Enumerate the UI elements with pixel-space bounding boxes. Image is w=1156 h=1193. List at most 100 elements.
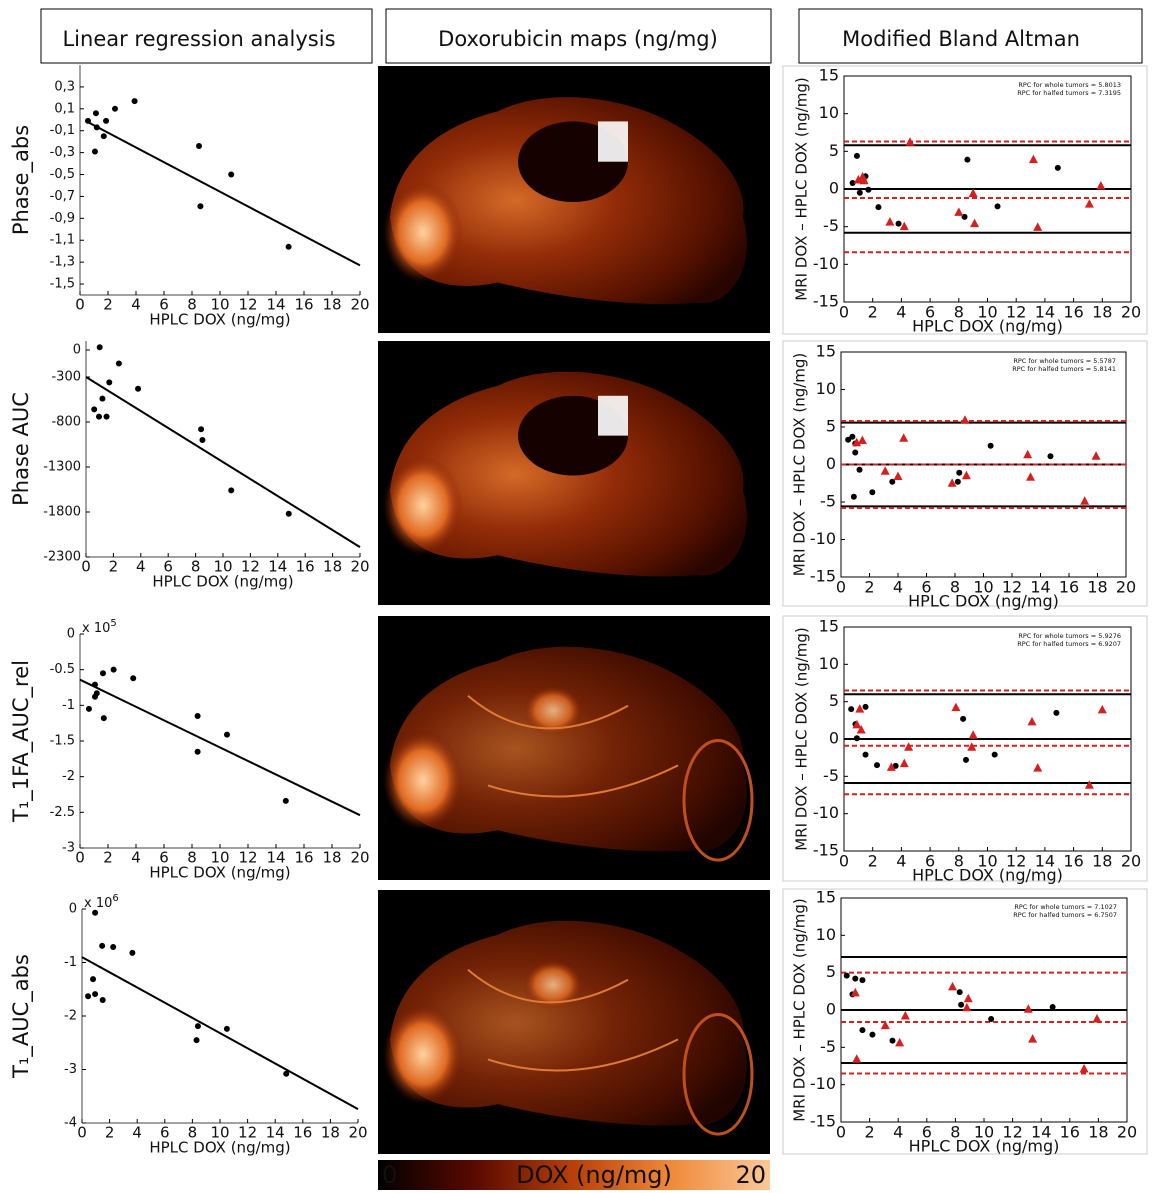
x-tick-label: 10 — [210, 296, 229, 314]
data-point — [850, 493, 857, 500]
data-point — [228, 171, 235, 178]
x-tick-label: 4 — [896, 303, 906, 322]
x-tick-label: 18 — [1088, 1123, 1108, 1142]
data-point — [899, 433, 909, 442]
data-point — [1054, 164, 1061, 171]
data-point — [892, 762, 899, 769]
data-point — [852, 1054, 862, 1063]
data-point — [963, 993, 973, 1003]
data-point — [129, 949, 136, 956]
x-tick-label: 4 — [131, 296, 141, 314]
x-tick-label: 14 — [266, 1124, 285, 1142]
x-axis-label: HPLC DOX (ng/mg) — [912, 317, 1063, 336]
y-tick-label: -15 — [813, 292, 839, 311]
x-tick-label: 16 — [1059, 578, 1079, 597]
x-tick-label: 0 — [75, 296, 85, 314]
x-tick-label: 8 — [950, 1123, 960, 1142]
y-tick-label: -0,5 — [50, 167, 75, 182]
data-point — [853, 174, 863, 184]
x-tick-label: 0 — [839, 303, 849, 322]
data-point — [853, 152, 860, 159]
dox-map — [378, 341, 770, 605]
x-tick-label: 18 — [322, 296, 341, 314]
tissue — [390, 920, 747, 1126]
x-tick-label: 2 — [865, 1123, 875, 1142]
dox-map — [378, 890, 770, 1154]
x-tick-label: 14 — [1030, 578, 1050, 597]
hotspot — [383, 1004, 463, 1105]
data-point — [895, 220, 902, 227]
x-tick-label: 18 — [323, 558, 342, 576]
y-tick-label: -1,5 — [50, 277, 75, 292]
hotspot — [383, 181, 463, 283]
data-point — [900, 1010, 910, 1020]
regression-line — [81, 956, 359, 1110]
data-point — [889, 1037, 896, 1044]
y-tick-label: -5 — [823, 766, 839, 785]
x-tick-label: 12 — [241, 558, 260, 576]
x-tick-label: 14 — [1035, 852, 1055, 871]
x-tick-label: 6 — [922, 1123, 932, 1142]
x-tick-label: 2 — [868, 852, 878, 871]
data-point — [1026, 472, 1036, 481]
x-tick-label: 12 — [1006, 303, 1026, 322]
structure — [467, 968, 679, 1072]
data-point — [1049, 1004, 1056, 1011]
data-point — [115, 360, 122, 367]
data-point — [285, 510, 292, 517]
data-point — [956, 469, 963, 476]
data-point — [91, 406, 98, 413]
x-tick-label: 2 — [109, 558, 119, 576]
x-tick-label: 16 — [294, 296, 313, 314]
x-tick-label: 2 — [105, 1124, 115, 1142]
y-scale-note: x 105 — [82, 618, 117, 636]
data-point — [859, 175, 869, 185]
hotspot — [383, 455, 463, 556]
data-point — [1091, 451, 1101, 460]
y-tick-label: -0,1 — [50, 123, 75, 138]
data-point — [856, 466, 863, 473]
x-tick-label: 0 — [836, 578, 846, 597]
colorbar: 0 20 DOX (ng/mg) — [378, 1160, 770, 1190]
data-point — [193, 1037, 200, 1044]
x-tick-label: 6 — [160, 1124, 170, 1142]
data-point — [85, 705, 92, 712]
x-tick-label: 20 — [350, 558, 369, 576]
x-tick-label: 2 — [103, 849, 113, 867]
x-axis-label: HPLC DOX (ng/mg) — [152, 573, 293, 591]
y-scale-exponent: 6 — [112, 893, 118, 904]
x-tick-label: 0 — [836, 1123, 846, 1142]
x-tick-label: 2 — [864, 578, 874, 597]
x-tick-label: 20 — [1116, 578, 1136, 597]
data-point — [228, 487, 235, 494]
column-header: Linear regression analysis — [62, 27, 335, 51]
y-axis-label: MRI DOX – HPLC DOX (ng/mg) — [793, 627, 811, 851]
x-tick-label: 2 — [868, 303, 878, 322]
data-point — [1033, 763, 1043, 772]
x-tick-label: 12 — [238, 849, 257, 867]
header-box — [40, 8, 373, 64]
y-tick-label: 15 — [816, 342, 836, 361]
data-point — [1079, 1063, 1089, 1073]
y-tick-label: -2 — [62, 769, 75, 784]
y-tick-label: 10 — [816, 925, 836, 944]
x-tick-label: 6 — [163, 558, 173, 576]
x-tick-label: 10 — [210, 849, 229, 867]
y-tick-label: -800 — [51, 415, 81, 430]
data-point — [99, 996, 106, 1003]
y-tick-label: 0 — [73, 343, 81, 358]
data-point — [865, 186, 872, 193]
x-tick-label: 14 — [1035, 303, 1055, 322]
data-point — [862, 751, 869, 758]
x-tick-label: 8 — [954, 852, 964, 871]
tissue — [390, 646, 747, 852]
x-tick-label: 10 — [977, 303, 997, 322]
data-point — [869, 1031, 876, 1038]
x-tick-label: 4 — [893, 578, 903, 597]
data-point — [869, 489, 876, 496]
y-scale-base: x 10 — [84, 896, 112, 911]
